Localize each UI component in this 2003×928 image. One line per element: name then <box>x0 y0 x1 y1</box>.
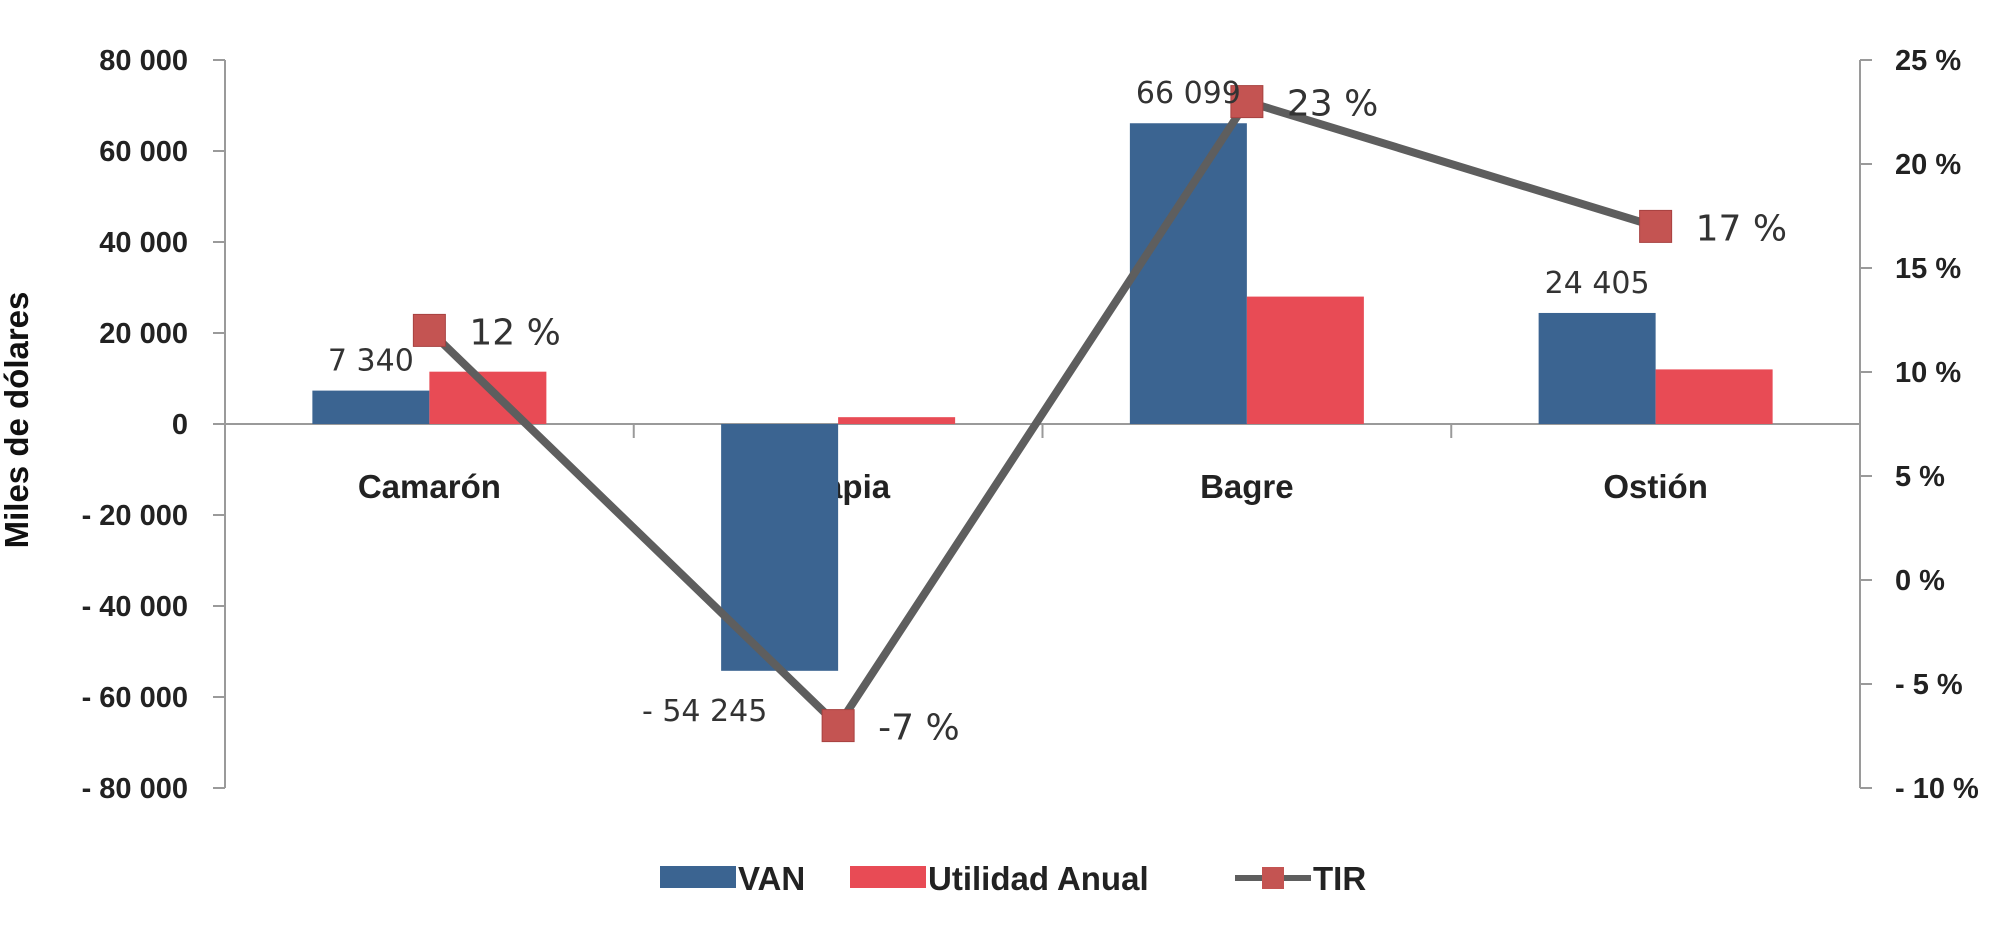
bar-utilidad-anual-bagre <box>1246 296 1364 424</box>
y-left-tick-label: 60 000 <box>99 136 188 168</box>
tir-marker-ostion <box>1639 209 1673 243</box>
y-right-tick-label: - 10 % <box>1895 773 1979 805</box>
tir-marker-bagre <box>1230 85 1264 119</box>
bars <box>312 123 1773 671</box>
y-right-tick-label: - 5 % <box>1895 669 1963 701</box>
bar-utilidad-anual-camaron <box>429 371 547 424</box>
y-left-tick-label: - 40 000 <box>82 591 188 623</box>
data-label-tir-bagre: 23 % <box>1287 84 1378 125</box>
y-right-tick-label: 15 % <box>1895 253 1961 285</box>
legend: VAN Utilidad Anual TIR <box>660 860 1366 897</box>
data-label-van-tilapia: - 54 245 <box>642 694 767 729</box>
y-left-tick-label: 40 000 <box>99 227 188 259</box>
category-label-ostion: Ostión <box>1603 468 1708 505</box>
bar-van-ostion <box>1538 312 1656 424</box>
data-label-van-camaron: 7 340 <box>328 344 414 379</box>
y-left-tick-label: 20 000 <box>99 318 188 350</box>
tir-marker-tilapia <box>821 709 855 743</box>
legend-swatch-marker-tir <box>1262 867 1284 889</box>
bar-van-camaron <box>312 390 430 424</box>
legend-label-utilidad-anual: Utilidad Anual <box>928 860 1149 897</box>
legend-label-van: VAN <box>738 860 805 897</box>
y-right-tick-label: 10 % <box>1895 357 1961 389</box>
category-label-camaron: Camarón <box>358 468 501 505</box>
y-left-tick-label: 0 <box>172 409 188 441</box>
category-label-bagre: Bagre <box>1200 468 1294 505</box>
legend-swatch-utilidad-anual <box>850 866 926 888</box>
y-right-tick-label: 20 % <box>1895 149 1961 181</box>
bar-van-bagre <box>1129 123 1247 425</box>
tir-line <box>426 97 1657 730</box>
bar-utilidad-anual-ostion <box>1655 369 1773 424</box>
y-left-tick-label: - 80 000 <box>82 773 188 805</box>
y-right-tick-label: 0 % <box>1895 565 1945 597</box>
y-axis-title-group: Miles de dólares <box>0 292 35 549</box>
data-label-tir-camaron: 12 % <box>469 312 560 353</box>
tir-line-group <box>412 85 1673 743</box>
legend-label-tir: TIR <box>1313 860 1366 897</box>
bar-utilidad-anual-tilapia <box>838 417 956 424</box>
y-left-tick-label: 80 000 <box>99 45 188 77</box>
data-label-tir-ostion: 17 % <box>1696 208 1787 249</box>
axes: 80 000 60 000 40 000 20 000 0 - 20 000 - 40 00… <box>82 45 1979 805</box>
data-label-tir-tilapia: -7 % <box>878 708 960 749</box>
tir-marker-camaron <box>412 313 446 347</box>
y-right-tick-label: 25 % <box>1895 45 1961 77</box>
y-left-tick-label: - 20 000 <box>82 500 188 532</box>
data-label-van-bagre: 66 099 <box>1136 76 1241 111</box>
y-axis-title: Miles de dólares <box>0 292 35 549</box>
data-label-van-ostion: 24 405 <box>1545 266 1650 301</box>
y-left-tick-label: - 60 000 <box>82 682 188 714</box>
y-right-tick-label: 5 % <box>1895 461 1945 493</box>
legend-swatch-van <box>660 866 736 888</box>
labels: 7 340 - 54 245 66 099 24 405 12 % -7 % 23 % 17 … <box>328 76 1787 748</box>
